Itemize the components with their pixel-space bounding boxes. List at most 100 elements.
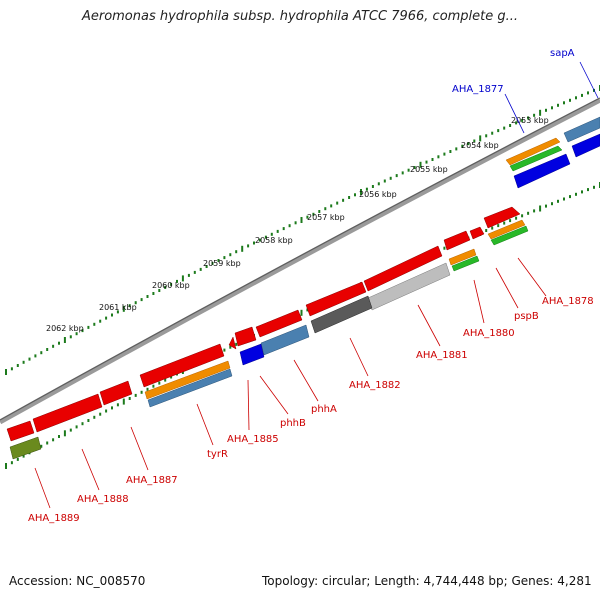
gene-label-AHA-1877[interactable]: AHA_1877	[452, 84, 504, 95]
upper-ruler-tick	[217, 259, 220, 262]
feature-tyrR-orange[interactable]	[144, 360, 231, 400]
leader-phhA	[293, 359, 319, 402]
feature-AHA-1888-red[interactable]	[32, 393, 103, 433]
kbp-label-2059: 2059 kbp	[203, 259, 241, 268]
feature-AHA-1877-green[interactable]	[509, 145, 563, 172]
feature-AHA-1887-red[interactable]	[99, 380, 133, 406]
upper-ruler-tick	[294, 221, 297, 225]
gene-label-AHA-1880[interactable]: AHA_1880	[463, 328, 515, 339]
upper-ruler-tick	[199, 267, 202, 271]
gene-label-AHA-1889[interactable]: AHA_1889	[28, 513, 80, 524]
lower-ruler-tick	[539, 205, 542, 212]
lower-ruler-tick	[105, 409, 108, 413]
lower-ruler-tick	[300, 309, 303, 316]
lower-ruler-tick	[10, 461, 13, 465]
gene-label-pspB[interactable]: pspB	[514, 311, 539, 322]
lower-ruler-tick	[443, 246, 446, 250]
feature-AHA-1889-red[interactable]	[6, 420, 35, 442]
leader-AHA-1889	[34, 467, 51, 509]
feature-AHA-1878-red[interactable]	[483, 206, 521, 229]
feature-phhA-red[interactable]	[255, 309, 303, 338]
feature-AHA-1878-orange[interactable]	[487, 219, 526, 240]
upper-ruler-tick	[419, 161, 422, 168]
upper-ruler-tick	[413, 166, 416, 169]
feature-phhB-red[interactable]	[234, 326, 257, 347]
upper-ruler-tick	[324, 207, 327, 211]
gene-label-AHA-1881[interactable]: AHA_1881	[416, 350, 468, 361]
lower-ruler-tick	[116, 403, 119, 407]
lower-ruler-tick	[93, 415, 96, 419]
upper-ruler-tick	[63, 337, 66, 343]
feature-phhA-steelblue[interactable]	[260, 324, 310, 356]
gene-label-AHA-1887[interactable]: AHA_1887	[126, 475, 178, 486]
feature-AHA-1889-olive[interactable]	[9, 436, 42, 460]
feature-tyrR-red[interactable]	[139, 343, 225, 388]
feature-AHA-1880-orange[interactable]	[448, 248, 477, 266]
upper-ruler-tick	[300, 217, 303, 223]
leader-AHA-1887	[130, 426, 149, 471]
feature-AHA-1880-red[interactable]	[443, 230, 471, 251]
upper-ruler-tick	[581, 93, 583, 97]
upper-ruler-tick	[5, 369, 7, 375]
upper-ruler-tick	[22, 360, 25, 364]
gene-label-AHA-1888[interactable]: AHA_1888	[77, 494, 129, 505]
feature-AHA-1882-red[interactable]	[305, 281, 367, 317]
feature-phhB-blue[interactable]	[239, 343, 265, 366]
upper-ruler-tick	[282, 227, 285, 231]
feature-pspB-red[interactable]	[469, 226, 485, 240]
upper-ruler-tick	[336, 201, 339, 205]
upper-ruler-tick	[455, 147, 458, 151]
upper-ruler-tick	[354, 193, 356, 197]
gene-label-AHA-1878[interactable]: AHA_1878	[542, 296, 594, 307]
feature-AHA-1877-orange[interactable]	[505, 137, 561, 166]
features	[6, 116, 600, 460]
upper-ruler-tick	[312, 212, 315, 216]
feature-sapA-blue[interactable]	[571, 133, 600, 158]
feature-AHA-1885-red[interactable]	[228, 336, 237, 350]
upper-ruler-tick	[69, 335, 72, 339]
ruler-labels: 2053 kbp 2054 kbp 2055 kbp 2056 kbp 2057…	[46, 116, 549, 333]
upper-ruler-tick	[527, 116, 530, 120]
gene-label-AHA-1882[interactable]: AHA_1882	[349, 380, 401, 391]
kbp-label-2061: 2061 kbp	[99, 303, 137, 312]
kbp-label-2060: 2060 kbp	[152, 281, 190, 290]
upper-ruler-tick	[81, 329, 84, 333]
gene-label-tyrR[interactable]: tyrR	[207, 449, 228, 460]
gene-label-phhA[interactable]: phhA	[311, 404, 337, 415]
upper-ruler-tick	[128, 304, 131, 308]
lower-ruler-tick	[569, 195, 571, 199]
upper-ruler-tick	[377, 182, 380, 186]
feature-AHA-1878-green[interactable]	[490, 225, 529, 246]
upper-ruler	[5, 85, 600, 375]
upper-ruler-tick	[539, 109, 542, 116]
kbp-label-2055: 2055 kbp	[410, 165, 448, 174]
gene-label-AHA-1885[interactable]: AHA_1885	[227, 434, 279, 445]
feature-AHA-1877-blue[interactable]	[513, 153, 571, 189]
upper-ruler-tick	[443, 152, 446, 156]
lower-ruler-tick	[509, 219, 512, 223]
lower-ruler-tick	[164, 378, 167, 382]
upper-ruler-tick	[342, 198, 345, 202]
upper-ruler-tick	[533, 113, 536, 117]
lower-ruler-tick	[235, 342, 238, 346]
leader-AHA-1880	[473, 279, 485, 324]
gene-label-phhB[interactable]: phhB	[280, 418, 306, 429]
upper-ruler-tick	[58, 341, 60, 345]
lower-ruler-tick	[152, 384, 155, 388]
feature-sapA-steelblue[interactable]	[563, 116, 600, 143]
upper-ruler-tick	[467, 142, 470, 146]
lower-ruler-tick	[46, 441, 49, 445]
feature-AHA-1880-green[interactable]	[451, 255, 480, 272]
upper-ruler-tick	[449, 150, 452, 153]
map-title: Aeromonas hydrophila subsp. hydrophila A…	[81, 9, 519, 24]
lower-ruler-tick	[557, 199, 559, 203]
lower-ruler-tick	[503, 221, 506, 225]
kbp-label-2057: 2057 kbp	[307, 213, 345, 222]
feature-tyrR-steelblue[interactable]	[147, 368, 233, 408]
lower-ruler-tick	[575, 192, 577, 196]
feature-AHA-1882-darkgray[interactable]	[310, 295, 373, 334]
feature-AHA-1881-red[interactable]	[363, 245, 443, 292]
kbp-label-2058: 2058 kbp	[255, 236, 293, 245]
gene-label-sapA[interactable]: sapA	[550, 48, 575, 59]
upper-ruler-tick	[360, 189, 362, 195]
